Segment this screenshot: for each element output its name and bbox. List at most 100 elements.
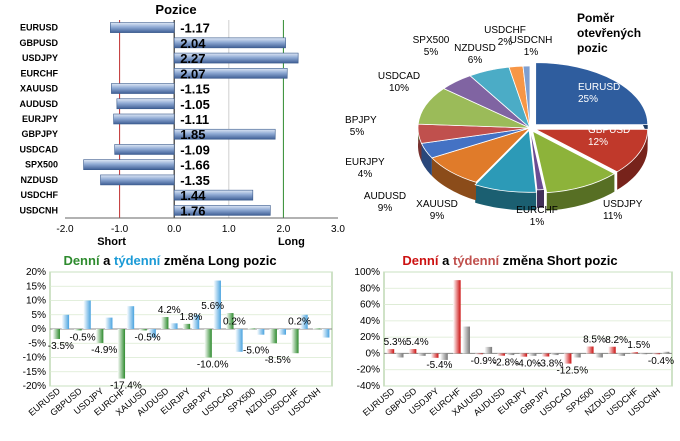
- pos-bar-gbpusd: [173, 37, 286, 49]
- long-weekly-bar-nzdusd: [278, 329, 287, 335]
- pie-title-line: pozic: [577, 41, 608, 55]
- long-daily-bar-usdjpy: [95, 329, 104, 343]
- short-data-label-eurjpy: -4.0%: [515, 359, 541, 370]
- long-data-label-xauusd: -0.5%: [135, 332, 161, 343]
- long-data-label-nzdusd: -8.5%: [265, 355, 291, 366]
- short-title-part: týdenní: [453, 253, 500, 268]
- pie-slice-eurusd: [535, 62, 649, 126]
- open-positions-pie-chart: EURUSD 25% GBPUSD 12% USDJPY 11% EURCHF 1% XAUUS…: [337, 0, 680, 250]
- pos-value-label-nzdusd: -1.35: [180, 173, 210, 188]
- pie-slice-eurchf: [529, 127, 545, 191]
- long-data-label-usdjpy: -4.9%: [91, 345, 117, 356]
- long-daily-bar-usdcad: [226, 313, 234, 329]
- long-data-label-spx500: -5.0%: [243, 345, 269, 356]
- long-data-label-eurchf: -17.4%: [110, 381, 142, 392]
- long-daily-bar-eurchf: [117, 329, 126, 379]
- pie-slice-side-eurjpy: [421, 143, 432, 176]
- pos-bar-xauusd: [111, 83, 175, 94]
- pos-x-tick-label: 2.0: [276, 224, 290, 235]
- pos-category-label-eurusd: EURUSD: [20, 23, 59, 33]
- pos-value-label-eurusd: -1.17: [180, 21, 210, 36]
- short-data-label-eurusd: 5.3%: [384, 337, 407, 348]
- long-daily-bar-usdchf: [291, 329, 299, 354]
- long-weekly-bar-eurchf: [126, 306, 135, 329]
- pie-pct-gbpusd: 12%: [588, 137, 608, 148]
- short-data-label-xauusd: -0.9%: [471, 356, 497, 367]
- pie-slice-side-gbpjpy: [418, 124, 422, 162]
- pie-pct-spx500: 5%: [424, 47, 439, 58]
- long-y-tick-label: -10%: [23, 353, 46, 364]
- long-y-tick-label: 10%: [26, 296, 46, 307]
- long-weekly-bar-usdjpy: [105, 317, 113, 329]
- pie-label-usdcad: USDCAD: [378, 71, 420, 82]
- pos-bar-spx500: [83, 159, 175, 170]
- long-daily-bar-gbpusd: [74, 329, 82, 331]
- pos-bar-usdcnh: [173, 205, 271, 216]
- pie-label-nzdusd: NZDUSD: [454, 43, 496, 54]
- long-daily-bar-nzdusd: [269, 329, 277, 344]
- short-y-tick-label: 0%: [366, 348, 381, 359]
- short-y-tick-label: 60%: [360, 300, 380, 311]
- pos-bar-audusd: [116, 98, 175, 110]
- long-data-label-eurjpy: 1.8%: [180, 312, 203, 323]
- long-title-part: a: [100, 253, 114, 268]
- pos-value-label-xauusd: -1.15: [180, 82, 210, 97]
- long-weekly-bar-audusd: [170, 323, 178, 329]
- long-weekly-bar-spx500: [256, 329, 265, 335]
- pie-pct-audusd: 9%: [378, 203, 393, 214]
- short-weekly-bar-usdcnh: [661, 351, 670, 354]
- pos-value-label-eurchf: 2.07: [180, 66, 205, 81]
- short-daily-bar-eurusd: [386, 349, 395, 354]
- short-daily-bar-usdcnh: [652, 353, 661, 355]
- short-chart-title: Denní a týdenní změna Short pozic: [402, 253, 617, 268]
- pie-pct-xauusd: 9%: [430, 211, 445, 222]
- long-weekly-bar-eurjpy: [191, 314, 200, 329]
- long-weekly-bar-usdcad: [235, 329, 243, 352]
- short-data-label-gbpusd: 5.4%: [406, 337, 429, 348]
- pos-value-label-gbpusd: 2.04: [180, 36, 206, 51]
- short-weekly-bar-eurchf: [462, 326, 470, 354]
- long-change-chart: Denní a týdenní změna Long pozic 20% 15% 10…: [0, 250, 340, 436]
- short-axis-note: Short: [97, 236, 126, 248]
- short-title-part: a: [438, 253, 452, 268]
- pie-slice-side-eurchf: [537, 189, 544, 208]
- pos-value-label-spx500: -1.66: [180, 158, 210, 173]
- pos-x-tick-label: 1.0: [222, 224, 236, 235]
- pie-label-usdjpy: USDJPY: [603, 199, 643, 210]
- long-weekly-bar-gbpjpy: [213, 280, 221, 329]
- pie-label-spx500: SPX500: [413, 35, 450, 46]
- short-data-label-nzdusd: 8.2%: [605, 335, 628, 346]
- positions-chart: Pozice EURUSD -1.17 GBPUSD 2.04 USDJPY 2.27 EUR…: [0, 0, 345, 250]
- short-daily-bar-gbpjpy: [541, 353, 550, 357]
- short-weekly-bar-audusd: [506, 353, 515, 356]
- pie-slice-xauusd: [474, 129, 537, 193]
- short-weekly-bar-gbpusd: [418, 353, 426, 356]
- long-data-label-eurusd: -3.5%: [48, 341, 74, 352]
- long-daily-bar-gbpjpy: [204, 329, 212, 358]
- long-change-chart-svg: Denní a týdenní změna Long pozic 20% 15% 10…: [23, 253, 333, 418]
- pie-title-line: otevřených: [577, 26, 641, 40]
- short-weekly-bar-nzdusd: [617, 353, 626, 356]
- long-y-tick-label: 5%: [32, 310, 47, 321]
- short-data-label-gbpjpy: -3.8%: [537, 359, 563, 370]
- pos-bar-eurjpy: [113, 113, 175, 125]
- long-weekly-bar-usdcnh: [322, 329, 330, 338]
- long-y-tick-label: -20%: [23, 381, 46, 392]
- pie-slice-side-audusd: [431, 157, 476, 201]
- pos-x-tick-label: 3.0: [331, 224, 345, 235]
- pos-chart-title: Pozice: [155, 2, 196, 17]
- short-weekly-bar-gbpjpy: [551, 353, 559, 356]
- pie-chart-svg: EURUSD25%GBPUSD12%USDJPY11%EURCHF1%XAUUS…: [337, 11, 649, 228]
- short-daily-bar-gbpusd: [408, 349, 417, 354]
- short-y-tick-label: -40%: [357, 381, 380, 392]
- pie-label-gbpjpy: GBPJPY: [345, 115, 377, 126]
- long-daily-bar-xauusd: [139, 329, 147, 331]
- long-chart-title: Denní a týdenní změna Long pozic: [63, 253, 276, 268]
- long-daily-bar-usdcnh: [312, 328, 321, 330]
- short-daily-bar-spx500: [586, 346, 594, 354]
- pos-value-label-usdchf: 1.44: [180, 188, 206, 203]
- long-data-label-gbpjpy: 5.6%: [201, 301, 224, 312]
- pie-slice-usdcnh: [522, 65, 531, 129]
- short-change-chart-svg: Denní a týdenní změna Short pozic 100% 80%…: [354, 253, 674, 418]
- short-change-chart: Denní a týdenní změna Short pozic 100% 80%…: [340, 250, 680, 436]
